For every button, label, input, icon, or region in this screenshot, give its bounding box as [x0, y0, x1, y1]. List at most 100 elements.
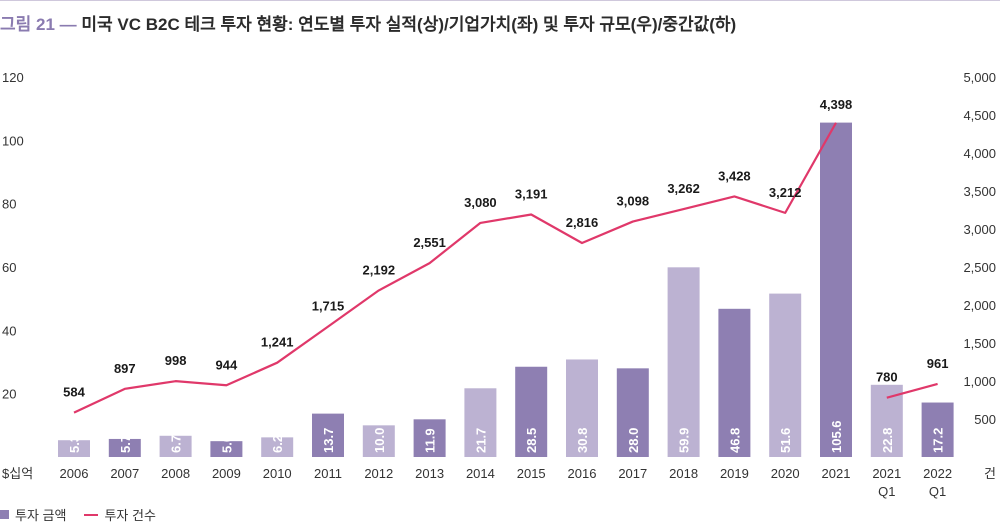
- title-text: 미국 VC B2C 테크 투자 현황: 연도별 투자 실적(상)/기업가치(좌)…: [81, 15, 737, 34]
- x-axis-tick: 2017: [618, 466, 647, 481]
- right-axis-tick: 5,000: [963, 70, 996, 85]
- top-rule: [0, 0, 1000, 1]
- x-axis-tick: 2020: [771, 466, 800, 481]
- bar-value-label: 28.5: [524, 428, 539, 453]
- bar-value-label: 22.8: [880, 428, 895, 453]
- right-axis-tick: 3,000: [963, 222, 996, 237]
- x-axis-tick: 2018: [669, 466, 698, 481]
- bar: [108, 438, 141, 457]
- right-axis-tick: 2,500: [963, 260, 996, 275]
- count-line-segment: [73, 122, 837, 414]
- right-axis-tick: 2,000: [963, 298, 996, 313]
- line-value-label: 584: [63, 385, 85, 400]
- bar-value-label: 59.9: [677, 428, 692, 453]
- left-axis-tick: 80: [2, 197, 16, 212]
- x-axis-tick: 2011: [314, 466, 342, 481]
- bar-value-label: 105.6: [829, 420, 844, 453]
- line-value-label: 961: [927, 356, 949, 371]
- right-axis-tick: 500: [974, 412, 996, 427]
- right-axis-tick: 4,000: [963, 146, 996, 161]
- x-axis-tick: 2007: [110, 466, 139, 481]
- line-value-label: 3,262: [667, 181, 700, 196]
- chart-title: 그림 21 — 미국 VC B2C 테크 투자 현황: 연도별 투자 실적(상)…: [0, 10, 736, 35]
- x-axis-tick: 2021: [822, 466, 851, 481]
- left-axis-tick: 60: [2, 260, 16, 275]
- right-axis-unit: 건: [984, 466, 996, 481]
- bar-value-label: 13.7: [321, 428, 336, 453]
- bar: [515, 366, 548, 457]
- x-axis-tick: 2019: [720, 466, 749, 481]
- legend-bar-swatch: [0, 510, 9, 519]
- line-value-label: 2,192: [363, 262, 396, 277]
- line-value-label: 1,715: [312, 299, 345, 314]
- bar: [566, 359, 598, 457]
- x-axis-tick: 2016: [568, 466, 597, 481]
- bar: [769, 293, 802, 457]
- line-value-label: 897: [114, 361, 136, 376]
- line-value-label: 3,080: [464, 195, 497, 210]
- x-axis-tick: 2006: [60, 466, 89, 481]
- line-value-label: 998: [165, 353, 187, 368]
- line-value-label: 944: [216, 357, 238, 372]
- legend-line-swatch: [84, 513, 99, 516]
- legend-bar-label: 투자 금액: [15, 508, 67, 523]
- x-axis-tick: 2010: [263, 466, 292, 481]
- bar-value-label: 17.2: [931, 428, 946, 453]
- left-axis-tick: 120: [2, 70, 24, 85]
- line-value-label: 4,398: [820, 97, 853, 112]
- bar-value-label: 51.6: [778, 428, 793, 453]
- line-value-label: 1,241: [261, 335, 294, 350]
- right-axis-tick: 3,500: [963, 184, 996, 199]
- bar: [464, 388, 497, 457]
- bar-value-label: 5.3: [67, 435, 82, 453]
- bar-value-label: 5.0: [219, 435, 234, 453]
- left-axis-unit: $십억: [2, 466, 33, 481]
- bar: [261, 437, 294, 457]
- line-value-label: 2,551: [413, 235, 446, 250]
- bar: [210, 441, 243, 457]
- x-axis-tick: 2022 Q1: [923, 466, 952, 499]
- bar: [667, 267, 700, 457]
- figure-number: 그림 21: [0, 15, 55, 34]
- line-value-label: 3,212: [769, 185, 802, 200]
- x-axis-tick: 2015: [517, 466, 546, 481]
- bar: [159, 435, 192, 457]
- x-axis-tick: 2021 Q1: [872, 466, 901, 499]
- bar-value-label: 46.8: [727, 428, 742, 453]
- count-line-segment: [886, 382, 938, 399]
- title-dash: —: [59, 15, 77, 34]
- bar-value-label: 10.0: [372, 428, 387, 453]
- bar-value-label: 6.7: [169, 435, 184, 453]
- x-axis-tick: 2012: [364, 466, 393, 481]
- x-axis-tick: 2013: [415, 466, 444, 481]
- line-value-label: 3,428: [718, 168, 751, 183]
- bar: [718, 308, 751, 457]
- line-value-label: 780: [876, 370, 898, 385]
- left-axis-tick: 40: [2, 323, 16, 338]
- bar: [820, 122, 852, 457]
- bar: [312, 413, 344, 457]
- bar-value-label: 6.2: [270, 435, 285, 453]
- x-axis-tick: 2014: [466, 466, 495, 481]
- bar: [58, 440, 90, 457]
- bar-value-label: 28.0: [626, 428, 641, 453]
- bar: [413, 419, 446, 457]
- line-value-label: 3,098: [617, 194, 650, 209]
- bar: [362, 425, 395, 457]
- bar-value-label: 11.9: [423, 428, 438, 453]
- bar-value-label: 30.8: [575, 428, 590, 453]
- bar: [616, 368, 649, 457]
- x-axis-tick: 2008: [161, 466, 190, 481]
- legend-line-label: 투자 건수: [104, 508, 156, 523]
- bar: [921, 402, 954, 457]
- right-axis-tick: 4,500: [963, 108, 996, 123]
- legend: 투자 금액 투자 건수: [0, 505, 156, 524]
- left-axis-tick: 20: [2, 387, 16, 402]
- line-value-label: 3,191: [515, 186, 548, 201]
- bar-value-label: 5.7: [118, 435, 133, 453]
- line-value-label: 2,816: [566, 215, 599, 230]
- left-axis-tick: 100: [2, 133, 24, 148]
- x-axis-tick: 2009: [212, 466, 241, 481]
- bar-value-label: 21.7: [473, 428, 488, 453]
